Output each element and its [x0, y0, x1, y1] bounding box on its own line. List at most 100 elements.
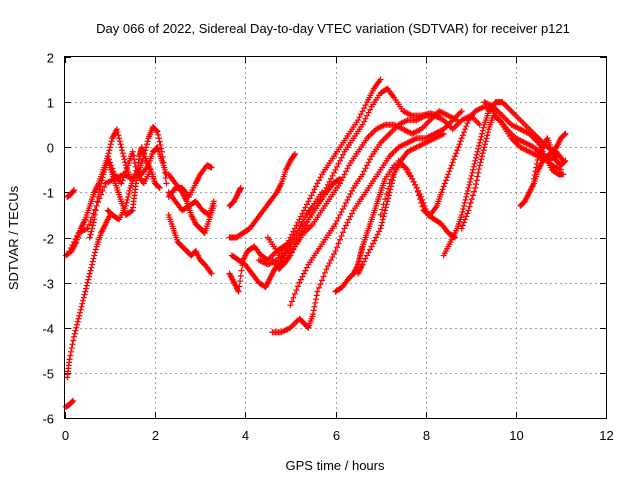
data-point-plus	[68, 348, 75, 355]
data-point-plus	[465, 207, 472, 214]
data-point-plus	[359, 171, 366, 178]
data-point-plus	[475, 145, 482, 152]
x-axis-label: GPS time / hours	[286, 458, 385, 473]
data-point-plus	[386, 189, 393, 196]
data-point-plus	[474, 148, 481, 155]
data-point-plus	[442, 177, 449, 184]
data-point-plus	[457, 138, 464, 145]
series-trace-29	[530, 135, 569, 182]
data-point-plus	[388, 183, 395, 190]
data-point-plus	[368, 243, 375, 250]
data-point-plus	[533, 164, 540, 171]
data-point-plus	[458, 135, 465, 142]
data-point-plus	[132, 163, 139, 170]
data-point-plus	[288, 231, 295, 238]
x-tick-labels: 0 2 4 6 8 10 12	[62, 428, 614, 443]
data-point-plus	[362, 102, 369, 109]
data-point-plus	[293, 287, 300, 294]
data-point-plus	[459, 208, 466, 215]
series-trace-13	[226, 184, 244, 209]
data-point-plus	[462, 196, 469, 203]
data-point-plus	[302, 267, 309, 274]
data-point-plus	[98, 180, 105, 187]
data-point-plus	[560, 171, 567, 178]
data-point-plus	[349, 187, 356, 194]
data-point-plus	[129, 148, 136, 155]
data-point-plus	[356, 114, 363, 121]
data-point-plus	[347, 190, 354, 197]
data-point-plus	[77, 306, 84, 313]
data-point-plus	[335, 160, 342, 167]
data-point-plus	[365, 249, 372, 256]
data-point-plus	[389, 172, 396, 179]
data-point-plus	[104, 153, 111, 160]
data-point-plus	[334, 163, 341, 170]
data-point-plus	[118, 180, 125, 187]
data-point-plus	[471, 160, 478, 167]
data-point-plus	[89, 258, 96, 265]
data-point-plus	[99, 174, 106, 181]
data-point-plus	[337, 157, 344, 164]
data-point-plus	[439, 186, 446, 193]
data-point-plus	[306, 195, 313, 202]
data-point-plus	[92, 206, 99, 213]
data-point-plus	[414, 188, 421, 195]
data-point-plus	[86, 234, 93, 241]
series-trace-27	[481, 99, 567, 178]
data-point-plus	[463, 193, 470, 200]
data-point-plus	[92, 211, 99, 218]
data-point-plus	[107, 141, 114, 148]
data-point-plus	[302, 204, 309, 211]
data-point-plus	[323, 266, 330, 273]
data-point-plus	[324, 181, 331, 188]
data-point-plus	[99, 187, 106, 194]
data-point-plus	[98, 177, 105, 184]
data-point-plus	[461, 199, 468, 206]
data-point-plus	[291, 290, 298, 297]
data-point-plus	[320, 273, 327, 280]
data-point-plus	[128, 208, 135, 215]
data-point-plus	[83, 282, 90, 289]
data-point-plus	[291, 225, 298, 232]
series-trace-3	[64, 211, 114, 381]
data-point-plus	[406, 169, 413, 176]
data-point-plus	[299, 210, 306, 217]
data-point-plus	[340, 174, 347, 181]
data-point-plus	[415, 192, 422, 199]
data-point-plus	[95, 189, 102, 196]
data-point-plus	[388, 176, 395, 183]
data-point-plus	[334, 244, 341, 251]
data-point-plus	[374, 231, 381, 238]
data-point-plus	[291, 151, 298, 158]
data-point-plus	[473, 154, 480, 161]
data-point-plus	[315, 199, 322, 206]
data-point-plus	[120, 153, 127, 160]
data-point-plus	[122, 159, 129, 166]
data-point-plus	[92, 207, 99, 214]
data-point-plus	[311, 186, 318, 193]
data-point-plus	[163, 180, 170, 187]
data-point-plus	[364, 112, 371, 119]
data-point-plus	[86, 221, 93, 228]
data-point-plus	[282, 243, 289, 250]
data-point-plus	[68, 399, 75, 406]
data-point-plus	[562, 157, 569, 164]
series-trace-1	[62, 397, 77, 410]
data-point-plus	[156, 138, 163, 145]
data-point-plus	[465, 184, 472, 191]
data-point-plus	[305, 198, 312, 205]
data-point-plus	[344, 219, 351, 226]
data-point-plus	[377, 76, 384, 83]
data-point-plus	[238, 267, 245, 274]
data-point-plus	[364, 252, 371, 259]
data-point-plus	[413, 184, 420, 191]
series-trace-19	[269, 108, 461, 273]
data-point-plus	[92, 249, 99, 256]
data-point-plus	[309, 311, 316, 318]
data-point-plus	[460, 219, 467, 226]
data-point-plus	[95, 193, 102, 200]
data-point-plus	[120, 174, 127, 181]
data-point-plus	[107, 144, 114, 151]
data-point-plus	[117, 141, 124, 148]
data-point-plus	[83, 285, 90, 292]
